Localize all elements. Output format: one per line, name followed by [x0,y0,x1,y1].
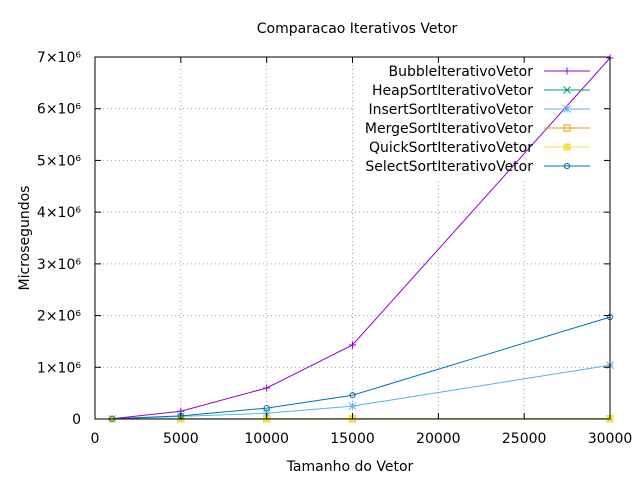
legend-marker [563,162,571,170]
y-tick-label: 4×10⁶ [37,205,81,221]
y-tick-label: 1×10⁶ [37,360,81,376]
x-axis-label: Tamanho do Vetor [286,459,414,475]
y-tick-label: 5×10⁶ [37,153,81,169]
legend-marker [563,143,571,151]
legend-label: SelectSortIterativoVetor [365,159,533,175]
legend-label: QuickSortIterativoVetor [369,140,533,156]
x-tick-label: 15000 [330,431,375,447]
y-tick-label: 0 [72,412,81,428]
y-axis-label: Microsegundos [17,186,33,291]
y-tick-label: 3×10⁶ [37,257,81,273]
x-tick-label: 25000 [502,431,547,447]
data-point [263,384,271,392]
x-tick-label: 5000 [163,431,199,447]
data-point [349,392,356,399]
legend-background [355,60,605,180]
data-point [349,341,356,349]
legend-marker [563,67,571,75]
legend-marker [563,105,571,113]
legend: BubbleIterativoVetor HeapSortIterativoVet… [365,64,590,175]
data-point [348,402,357,410]
data-point [263,405,270,412]
x-tick-label: 10000 [244,431,289,447]
legend-label: InsertSortIterativoVetor [368,102,533,118]
axis-ticks: 0 5000 10000 15000 20000 25000 30000 0 1×10⁶ 2×10… [37,50,632,447]
series-line [112,316,611,420]
legend-marker [563,124,571,132]
y-tick-label: 7×10⁶ [37,50,81,66]
legend-marker [563,86,571,94]
y-tick-label: 6×10⁶ [37,102,81,118]
y-tick-label: 2×10⁶ [37,309,81,325]
legend-label: BubbleIterativoVetor [389,64,534,80]
legend-label: MergeSortIterativoVetor [365,121,533,137]
x-tick-label: 30000 [588,431,633,447]
legend-label: HeapSortIterativoVetor [372,83,533,99]
legend-box [355,60,605,180]
x-tick-label: 20000 [416,431,461,447]
x-tick-label: 0 [91,431,100,447]
chart-title: Comparacao Iterativos Vetor [257,21,458,37]
